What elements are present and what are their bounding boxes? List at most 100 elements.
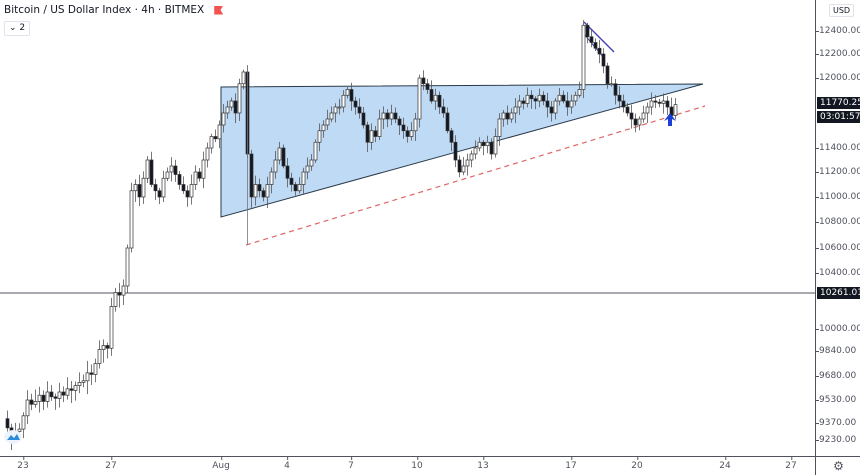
price-tick: 10600.00 (816, 243, 860, 253)
bull-candle (641, 112, 646, 120)
bear-candle (137, 184, 142, 198)
bull-candle (513, 106, 518, 114)
bear-candle (397, 118, 402, 126)
ascending-triangle (220, 83, 704, 218)
bear-candle (589, 36, 594, 43)
candlestick-chart[interactable] (0, 0, 815, 456)
bear-candle (89, 372, 94, 375)
bull-candle (273, 159, 278, 173)
bull-candle (553, 100, 558, 114)
bear-candle (481, 141, 486, 147)
bear-candle (489, 141, 494, 155)
bull-candle (21, 415, 26, 430)
bear-candle (621, 100, 626, 108)
current-price-label: 11770.25 (817, 97, 860, 109)
flag-icon[interactable] (214, 5, 224, 15)
time-tick: 20 (631, 457, 643, 471)
bull-candle (569, 100, 574, 108)
bear-candle (545, 100, 550, 108)
bear-candle (605, 65, 610, 85)
collapse-indicators-button[interactable]: ⌄ 2 (4, 21, 31, 36)
currency-badge[interactable]: USD (829, 4, 855, 17)
bear-candle (601, 53, 606, 67)
bull-candle (389, 112, 394, 120)
bull-candle (121, 285, 126, 296)
bull-candle (125, 247, 130, 287)
bear-candle (549, 106, 554, 114)
bull-candle (473, 147, 478, 155)
bear-candle (617, 94, 622, 102)
bull-candle (525, 94, 530, 104)
bull-candle (81, 380, 86, 383)
price-tick: 11200.00 (816, 167, 860, 177)
price-tick: 12200.00 (816, 49, 860, 59)
time-tick: 7 (348, 457, 354, 471)
bear-candle (457, 159, 462, 173)
bull-candle (321, 124, 326, 132)
bull-candle (77, 382, 82, 386)
bull-candle (141, 177, 146, 198)
bear-candle (521, 100, 526, 104)
bull-candle (57, 391, 62, 399)
bear-candle (445, 112, 450, 132)
bull-candle (369, 130, 374, 143)
bull-candle (201, 159, 206, 179)
bull-candle (413, 118, 418, 132)
bear-candle (585, 24, 590, 38)
bear-candle (353, 100, 358, 108)
bull-candle (33, 401, 38, 405)
bear-candle (533, 98, 538, 102)
price-tick: 11000.00 (816, 192, 860, 202)
bear-candle (653, 100, 658, 103)
bull-candle (113, 292, 118, 307)
bear-candle (529, 94, 534, 100)
bull-candle (317, 130, 322, 143)
time-axis[interactable]: 23 27 Aug 4 7 10 13 17 20 24 27 (0, 456, 815, 475)
chart-pane[interactable]: Bitcoin / US Dollar Index · 4h · BITMEX … (0, 0, 815, 456)
bear-candle (357, 106, 362, 114)
bear-candle (625, 106, 630, 114)
bull-candle (65, 388, 70, 396)
bull-candle (309, 159, 314, 167)
bull-candle (225, 106, 230, 114)
bull-candle (645, 106, 650, 114)
settings-gear-icon[interactable]: ⚙ (815, 456, 860, 475)
tradingview-logo-icon[interactable] (4, 430, 22, 444)
horizontal-level-label: 10261.01 (817, 287, 860, 299)
bear-candle (505, 112, 510, 120)
arrow-up-icon (664, 113, 676, 126)
symbol-title: Bitcoin / US Dollar Index · 4h · BITMEX (4, 4, 205, 16)
time-tick: Aug (212, 457, 230, 471)
price-tick: 9230.00 (815, 435, 857, 445)
bear-candle (597, 47, 602, 55)
bull-candle (45, 391, 50, 402)
bull-candle (73, 385, 78, 391)
bear-candle (393, 112, 398, 120)
bear-candle (657, 101, 662, 104)
price-tick: 12000.00 (816, 73, 860, 83)
bear-candle (565, 100, 570, 108)
bull-candle (161, 177, 166, 198)
bear-candle (105, 345, 110, 349)
bull-candle (305, 165, 310, 173)
bull-candle (485, 141, 490, 147)
bear-candle (405, 130, 410, 137)
bear-candle (541, 94, 546, 102)
bull-candle (265, 184, 270, 198)
bear-candle (453, 141, 458, 161)
bull-candle (381, 112, 386, 120)
price-tick: 10000.00 (816, 324, 860, 334)
bear-candle (449, 130, 454, 143)
bear-candle (665, 100, 670, 108)
bull-candle (329, 112, 334, 120)
bull-candle (477, 141, 482, 149)
bear-candle (61, 391, 66, 396)
bull-candle (277, 147, 282, 161)
price-axis[interactable]: USD 12400.00 12200.00 12000.00 11400.00 1120… (815, 0, 860, 456)
bear-candle (177, 174, 182, 185)
bear-candle (53, 396, 58, 399)
price-tick: 12400.00 (816, 26, 860, 36)
time-tick: 27 (785, 457, 797, 471)
bear-candle (429, 89, 434, 102)
bull-candle (101, 345, 106, 350)
